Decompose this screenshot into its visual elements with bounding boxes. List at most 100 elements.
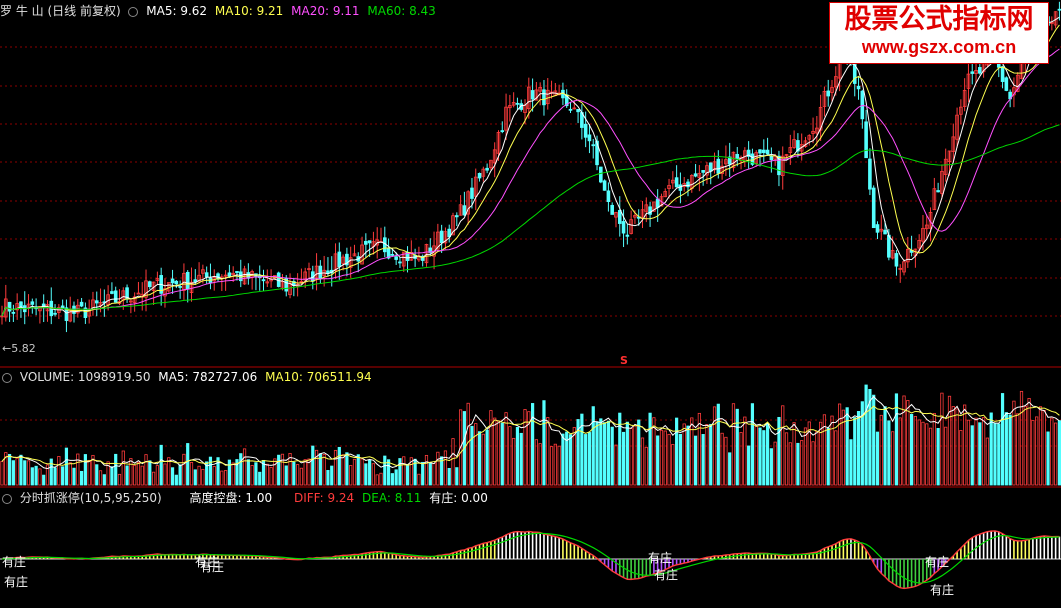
volume-bar — [91, 454, 95, 486]
volume-bar — [618, 412, 622, 486]
ma10-value: MA10: 9.21 — [214, 4, 284, 18]
candle — [136, 292, 141, 295]
candle — [454, 215, 459, 218]
candle — [735, 153, 740, 159]
candle — [879, 228, 884, 232]
volume-bar — [875, 431, 880, 486]
candle — [132, 296, 137, 303]
candle — [822, 90, 827, 107]
volume-ma5-line — [1, 395, 1060, 470]
candle — [7, 301, 12, 312]
volume-bar — [98, 470, 103, 486]
volume-bar — [68, 462, 72, 486]
candle — [890, 250, 895, 259]
volume-bar — [584, 434, 588, 486]
volume-ma10: MA10: 706511.94 — [265, 370, 372, 384]
volume-bar — [250, 465, 254, 486]
volume-bar — [731, 403, 736, 486]
zhuang-label: 有庄 — [654, 568, 679, 582]
candle — [610, 204, 614, 215]
volume-bar — [368, 459, 372, 486]
candle — [807, 135, 812, 140]
candle — [731, 151, 736, 169]
candle — [345, 253, 349, 266]
volume-bar — [496, 420, 501, 486]
candle — [811, 130, 815, 134]
volume-bar — [64, 447, 69, 486]
volume-bar — [136, 461, 141, 486]
volume-bar — [553, 443, 557, 486]
volume-bar — [947, 395, 952, 486]
volume-bar — [1012, 400, 1016, 486]
volume-bar — [860, 401, 864, 486]
watermark-logo: 股票公式指标网 www.gszx.com.cn — [829, 2, 1049, 64]
volume-bar — [504, 412, 508, 486]
volume-bar — [989, 412, 993, 486]
candle — [424, 243, 429, 264]
volume-bar — [477, 431, 482, 486]
volume-bar — [925, 423, 929, 486]
price-header: 罗 牛 山 (日线 前复权) MA5: 9.62 MA10: 9.21 MA20… — [0, 2, 440, 20]
volume-bar — [519, 432, 523, 486]
candle — [712, 161, 717, 171]
candle — [602, 180, 607, 191]
volume-bar — [7, 453, 12, 486]
zhuang-label: 有庄 — [648, 551, 673, 565]
candle — [231, 272, 235, 275]
volume-bar — [671, 444, 675, 486]
candle — [955, 114, 959, 140]
volume-bar — [390, 473, 394, 486]
volume-bar — [648, 412, 652, 486]
volume-bar — [803, 427, 808, 486]
volume-bar — [189, 462, 194, 486]
volume-bar — [102, 474, 106, 486]
toggle-circle-icon[interactable] — [2, 372, 12, 383]
volume-bar — [201, 468, 205, 486]
volume-bar — [856, 411, 861, 486]
candle — [583, 123, 588, 138]
candle — [568, 108, 573, 111]
volume-bar — [19, 454, 23, 486]
candle — [265, 281, 270, 284]
candle — [163, 288, 167, 297]
volume-bar — [845, 407, 849, 486]
toggle-circle-icon[interactable] — [2, 493, 12, 504]
volume-bar — [675, 417, 679, 486]
ma60-value: MA60: 8.43 — [367, 4, 436, 18]
volume-bar — [443, 450, 448, 486]
volume-bar — [523, 409, 527, 486]
volume-bar — [837, 403, 842, 486]
candle — [727, 156, 732, 165]
volume-bar — [288, 453, 292, 486]
candle — [970, 71, 975, 74]
volume-bar — [87, 459, 91, 486]
volume-bar — [432, 463, 436, 486]
candle — [53, 312, 57, 315]
candle — [894, 253, 899, 267]
volume-bar — [114, 453, 118, 486]
watermark-title: 股票公式指标网 — [844, 4, 1034, 35]
volume-bar — [386, 459, 391, 486]
candle — [834, 76, 838, 88]
candle — [667, 185, 671, 189]
candle — [496, 132, 501, 154]
candle — [462, 205, 467, 216]
volume-bar — [637, 419, 641, 486]
candle — [587, 134, 592, 142]
volume-bar — [1019, 390, 1024, 486]
candle — [364, 240, 368, 245]
candle — [648, 206, 652, 215]
volume-bar — [212, 466, 216, 486]
volume-bar — [587, 432, 592, 486]
volume-bar — [110, 466, 114, 486]
volume-bar — [345, 452, 349, 486]
candle — [974, 69, 978, 74]
candle — [201, 269, 205, 274]
volume-bar — [701, 434, 705, 486]
volume-bar — [894, 393, 899, 486]
volume-bar — [853, 417, 857, 486]
toggle-circle-icon[interactable] — [128, 6, 139, 17]
volume-bar — [140, 465, 144, 486]
volume-bar — [565, 431, 569, 486]
